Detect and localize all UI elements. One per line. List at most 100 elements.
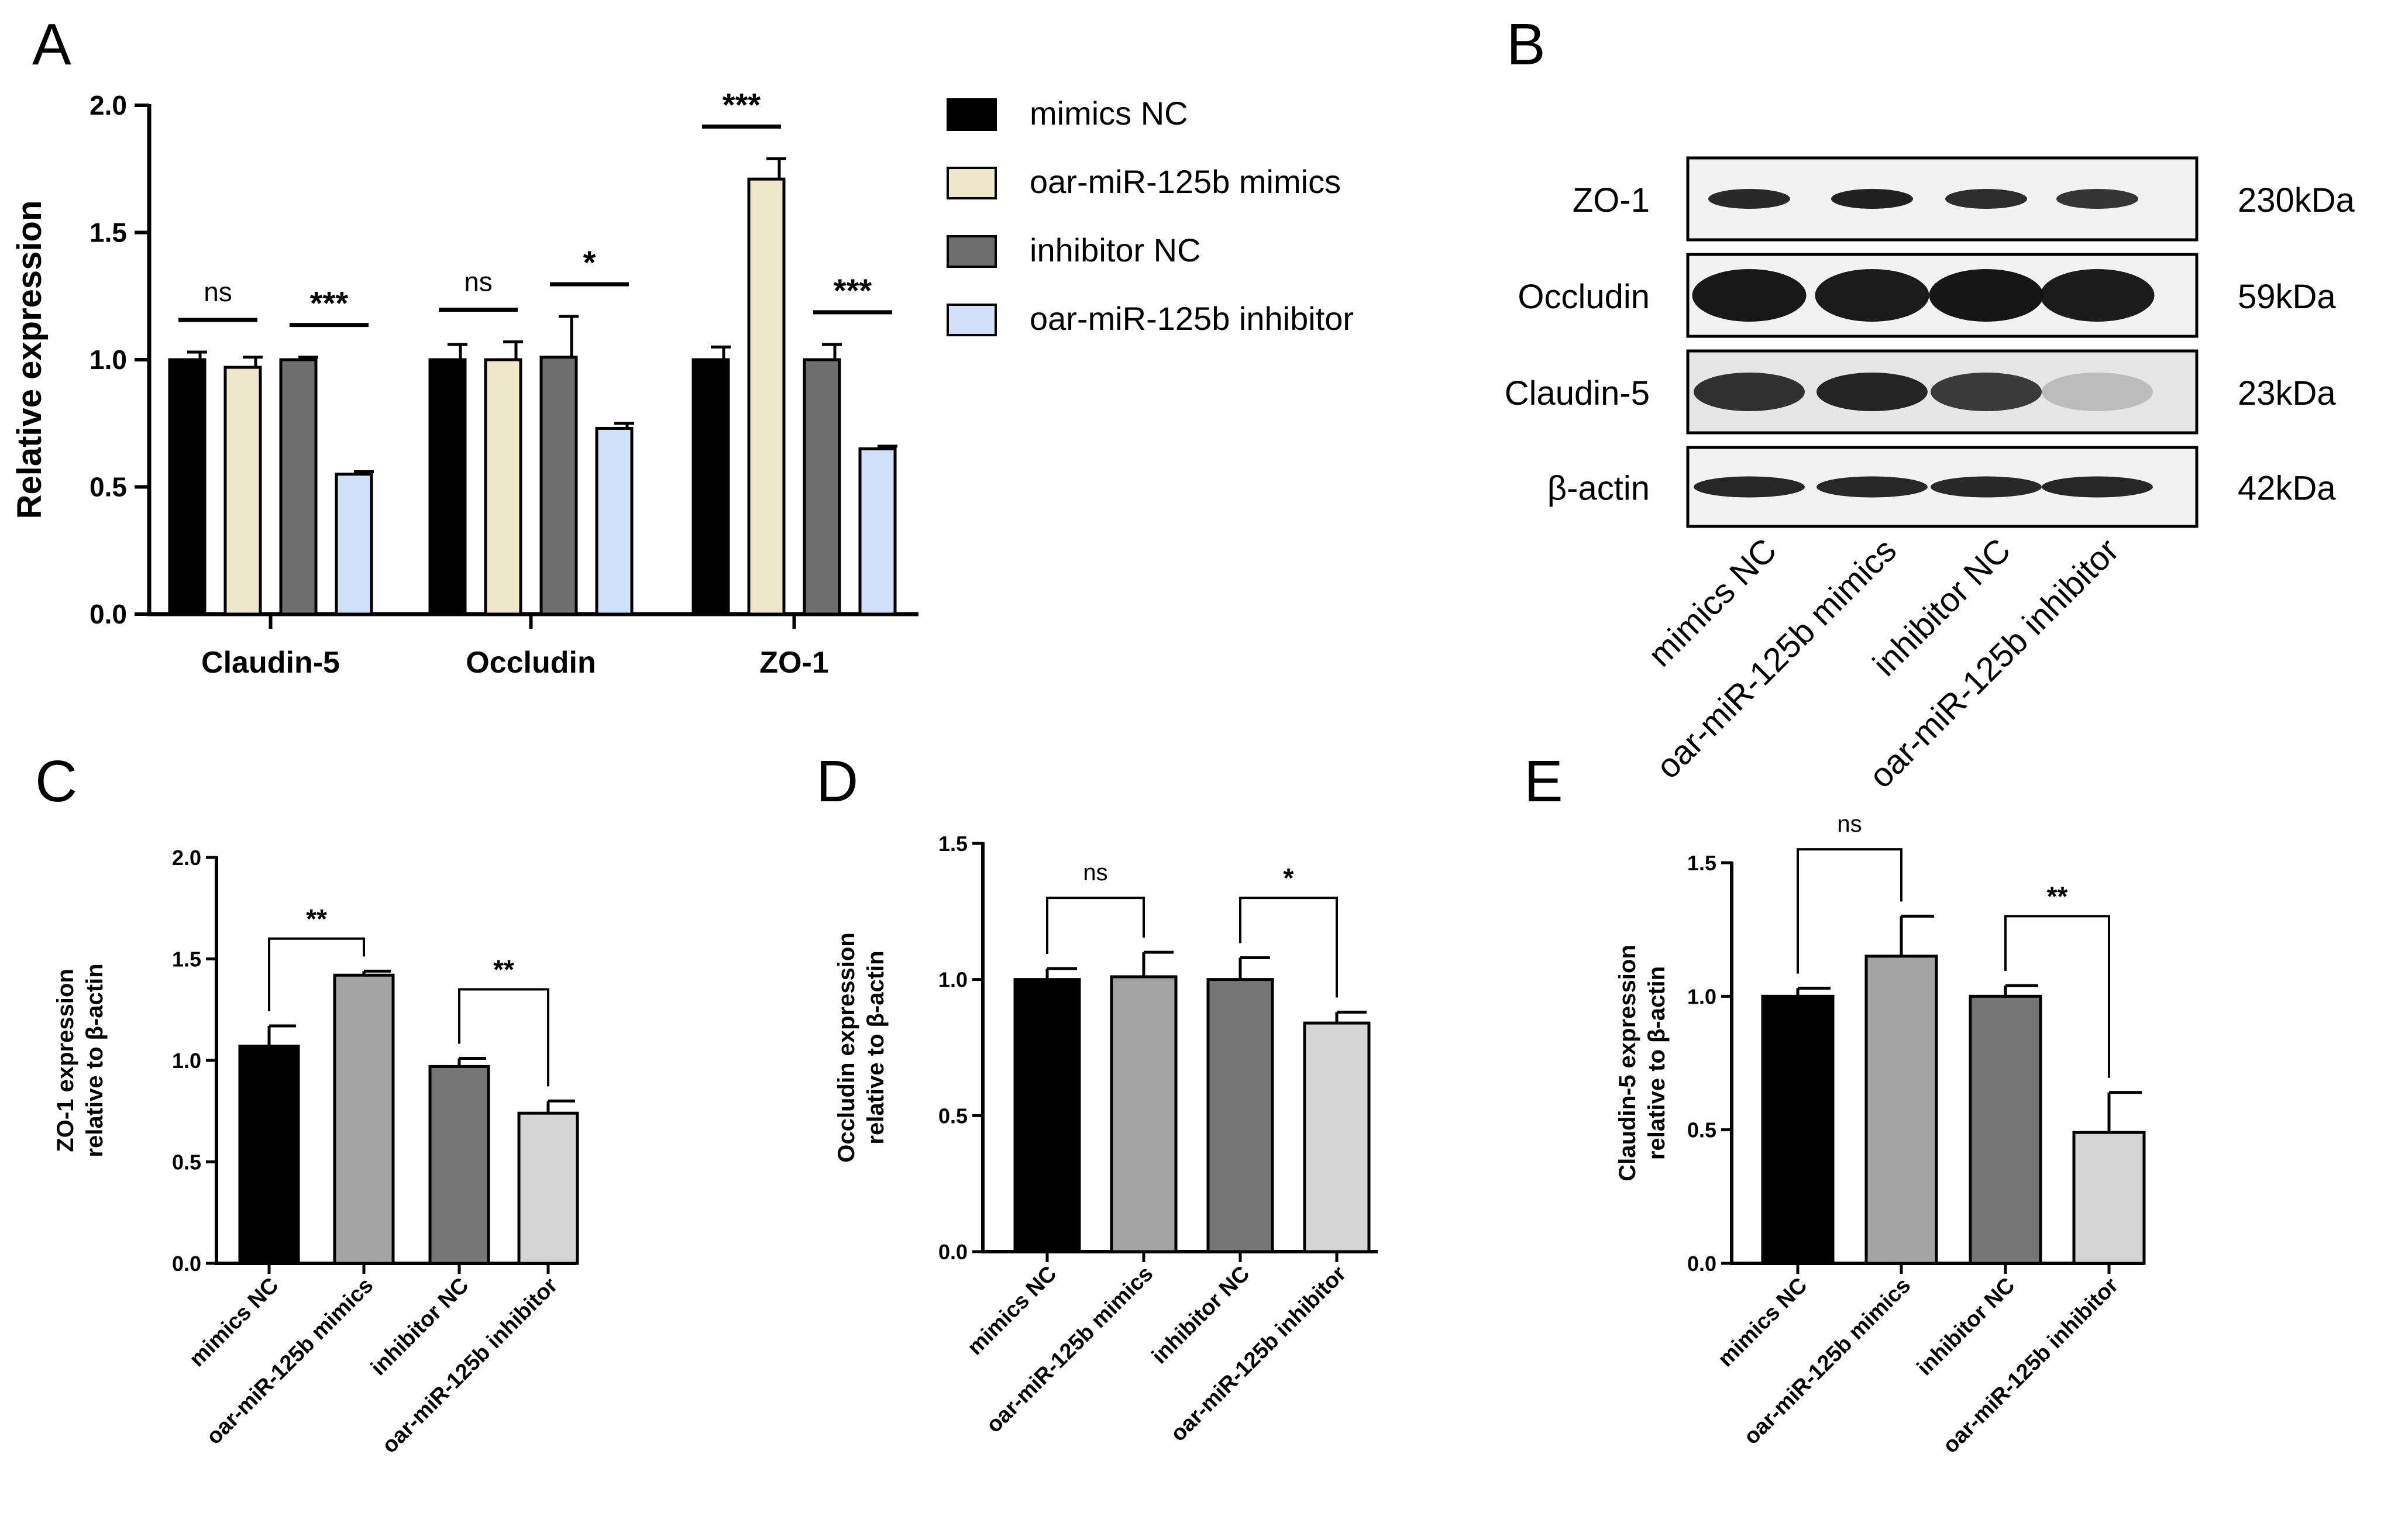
y-axis-label: Relative expression bbox=[11, 201, 49, 519]
y-axis-label-line-1: Claudin-5 expression bbox=[1615, 945, 1640, 1181]
significance-label: * bbox=[1284, 863, 1294, 893]
y-tick-label: 1.0 bbox=[938, 968, 968, 992]
blot-band-actin-lane-1 bbox=[1694, 476, 1805, 498]
category-label-claudin-5: Claudin-5 bbox=[201, 646, 340, 680]
blot-band-actin-lane-2 bbox=[1816, 476, 1928, 498]
bar-mimics-nc bbox=[1013, 978, 1081, 1253]
y-tick-label: 0.5 bbox=[938, 1104, 968, 1128]
bar-occludin-mimics-nc bbox=[428, 358, 467, 616]
blot-lane-label-oar-mir-125b-mimics: oar-miR-125b mimics bbox=[1649, 531, 1904, 786]
blot-band-occludin-lane-4 bbox=[2040, 269, 2155, 322]
bar-zo-1-oar-mir-125b-mimics bbox=[747, 177, 786, 616]
significance-bracket bbox=[458, 988, 549, 1087]
blot-size-label-zo-1: 230kDa bbox=[2238, 181, 2355, 219]
y-tick-label: 0.5 bbox=[1687, 1118, 1716, 1142]
bar-oar-mir-125b-mimics bbox=[1110, 975, 1178, 1253]
chart-e: 0.0 0.5 1.0 1.5 Claudin-5 expression relative… bbox=[1615, 811, 2146, 1458]
panel-label-a: A bbox=[32, 12, 71, 77]
blot-size-label-claudin-5: 23kDa bbox=[2238, 374, 2336, 412]
y-tick-label: 2.0 bbox=[90, 90, 127, 120]
legend-swatch-oar-mir-125b-mimics bbox=[947, 167, 997, 199]
bar-occludin-oar-mir-125b-mimics bbox=[484, 358, 522, 616]
y-tick-label: 0.5 bbox=[172, 1150, 201, 1174]
bar-occludin-inhibitor-nc bbox=[539, 356, 578, 616]
y-axis-label-line-2: relative to β-actin bbox=[863, 950, 889, 1144]
significance-label: *** bbox=[723, 86, 761, 123]
blot-protein-label-actin: β-actin bbox=[1547, 470, 1650, 508]
blot-band-zo-1-lane-2 bbox=[1831, 189, 1913, 209]
y-tick-label: 0.0 bbox=[172, 1252, 201, 1276]
legend-a: mimics NC oar-miR-125b mimics inhibitor NC… bbox=[947, 95, 1354, 337]
category-label-inhibitor-nc: inhibitor NC bbox=[1912, 1273, 2019, 1380]
blot-protein-label-claudin-5: Claudin-5 bbox=[1505, 374, 1650, 412]
blot-size-label-actin: 42kDa bbox=[2238, 470, 2336, 508]
legend-label-mimics-nc: mimics NC bbox=[1030, 95, 1188, 132]
blot-band-occludin-lane-1 bbox=[1692, 269, 1807, 322]
bar-claudin-5-mimics-nc bbox=[168, 358, 207, 616]
significance-label: ns bbox=[1083, 860, 1107, 886]
category-label-oar-mir-125b-inhibitor: oar-miR-125b inhibitor bbox=[377, 1273, 562, 1458]
blot-band-claudin-5-lane-3 bbox=[1931, 373, 2042, 411]
significance-bracket bbox=[1797, 848, 1902, 974]
y-tick-label: 1.5 bbox=[1687, 851, 1716, 875]
y-tick-label: 1.5 bbox=[938, 832, 968, 856]
y-tick-label: 1.5 bbox=[90, 218, 127, 248]
y-tick-label: 0.0 bbox=[938, 1240, 968, 1264]
legend-label-oar-mir-125b-inhibitor: oar-miR-125b inhibitor bbox=[1030, 300, 1354, 337]
category-label-oar-mir-125b-inhibitor: oar-miR-125b inhibitor bbox=[1938, 1273, 2123, 1458]
bar-claudin-5-inhibitor-nc bbox=[279, 358, 318, 616]
y-axis-label-line-1: Occludin expression bbox=[834, 932, 859, 1162]
y-tick-label: 0.5 bbox=[90, 472, 127, 502]
significance-bracket bbox=[1046, 897, 1145, 955]
y-tick-label: 2.0 bbox=[172, 846, 201, 870]
y-tick-label: 1.0 bbox=[90, 344, 127, 375]
significance-label: ns bbox=[204, 277, 232, 307]
bar-inhibitor-nc bbox=[1206, 978, 1274, 1253]
bar-claudin-5-oar-mir-125b-inhibitor bbox=[335, 473, 373, 616]
blot-band-zo-1-lane-4 bbox=[2056, 189, 2138, 209]
category-label-occludin: Occludin bbox=[466, 646, 596, 680]
panel-label-c: C bbox=[35, 749, 77, 814]
y-tick-label: 0.0 bbox=[90, 599, 127, 629]
blot-protein-label-zo-1: ZO-1 bbox=[1573, 181, 1650, 219]
bar-inhibitor-nc bbox=[428, 1064, 490, 1265]
significance-label: ** bbox=[306, 904, 327, 934]
blot-band-claudin-5-lane-2 bbox=[1816, 373, 1928, 411]
bar-oar-mir-125b-inhibitor bbox=[1303, 1021, 1371, 1253]
legend-swatch-oar-mir-125b-inhibitor bbox=[947, 304, 997, 336]
bar-zo-1-oar-mir-125b-inhibitor bbox=[858, 447, 897, 616]
chart-a: 0.0 0.5 1.0 1.5 2.0 Relative expression Claudi… bbox=[11, 86, 918, 680]
significance-label: *** bbox=[310, 285, 349, 322]
panel-label-d: D bbox=[816, 749, 858, 814]
significance-label: ns bbox=[464, 267, 493, 297]
category-label-oar-mir-125b-mimics: oar-miR-125b mimics bbox=[982, 1262, 1158, 1438]
y-tick-label: 1.5 bbox=[172, 948, 201, 971]
bar-oar-mir-125b-mimics bbox=[1864, 955, 1938, 1265]
bar-oar-mir-125b-inhibitor bbox=[2072, 1131, 2146, 1265]
blot-protein-label-occludin: Occludin bbox=[1518, 278, 1650, 316]
category-label-mimics-nc: mimics NC bbox=[185, 1273, 284, 1372]
category-label-inhibitor-nc: inhibitor NC bbox=[1147, 1262, 1254, 1369]
significance-label: * bbox=[583, 244, 596, 281]
chart-c: 0.0 0.5 1.0 1.5 2.0 ZO-1 expression relative t… bbox=[53, 846, 579, 1458]
category-label-oar-mir-125b-inhibitor: oar-miR-125b inhibitor bbox=[1166, 1262, 1351, 1446]
significance-label: *** bbox=[834, 272, 872, 309]
bar-claudin-5-oar-mir-125b-mimics bbox=[223, 366, 262, 616]
legend-swatch-inhibitor-nc bbox=[947, 235, 997, 268]
y-axis-label-line-2: relative to β-actin bbox=[82, 963, 108, 1157]
blot-band-actin-lane-4 bbox=[2042, 476, 2153, 498]
legend-label-oar-mir-125b-mimics: oar-miR-125b mimics bbox=[1030, 163, 1341, 200]
y-axis-label-line-1: ZO-1 expression bbox=[53, 969, 78, 1152]
y-tick-label: 1.0 bbox=[172, 1049, 201, 1073]
legend-swatch-mimics-nc bbox=[947, 98, 997, 131]
bar-oar-mir-125b-inhibitor bbox=[517, 1111, 579, 1265]
bar-zo-1-inhibitor-nc bbox=[803, 358, 841, 616]
legend-label-inhibitor-nc: inhibitor NC bbox=[1030, 232, 1201, 268]
bar-oar-mir-125b-mimics bbox=[333, 973, 395, 1265]
blot-band-claudin-5-lane-4 bbox=[2042, 373, 2153, 411]
bar-mimics-nc bbox=[1761, 994, 1835, 1265]
blot-band-zo-1-lane-3 bbox=[1945, 189, 2027, 209]
significance-bracket bbox=[2004, 915, 2110, 1078]
significance-label: ** bbox=[493, 955, 514, 985]
